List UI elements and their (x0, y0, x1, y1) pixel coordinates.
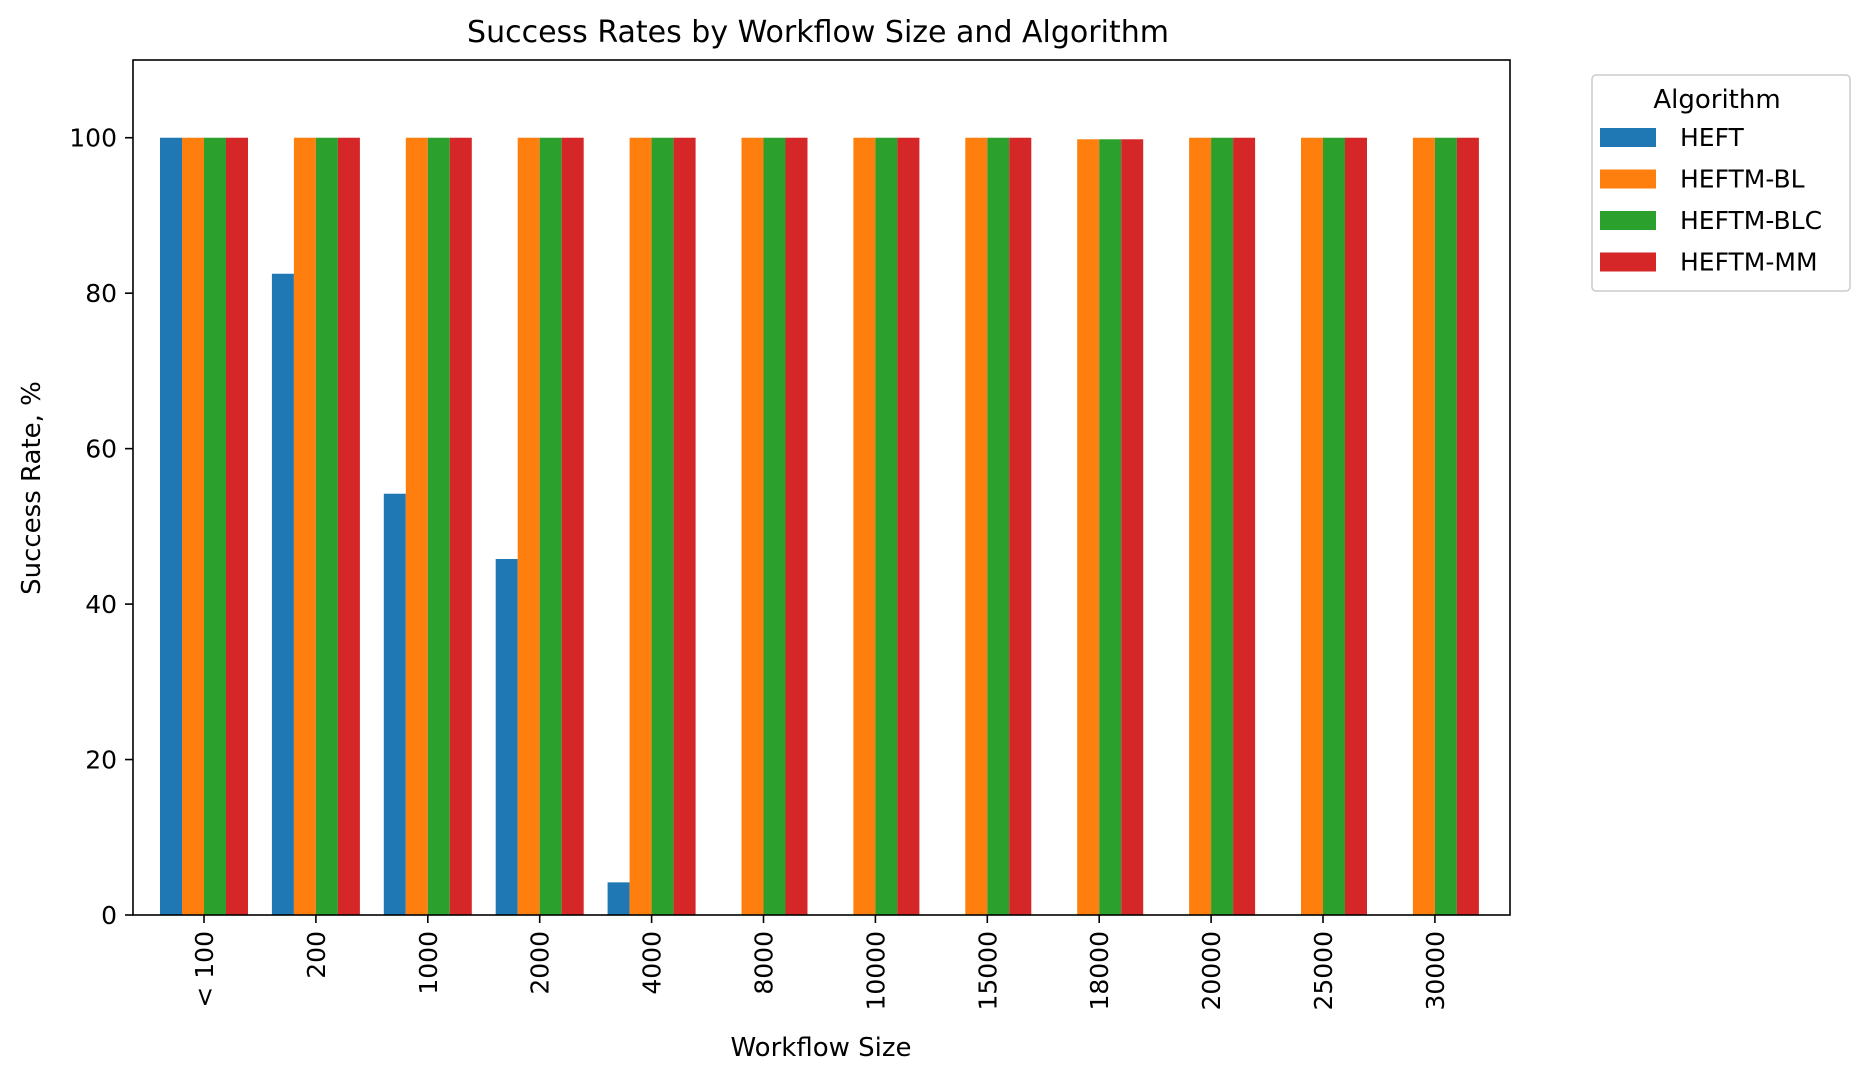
bar-heft-3 (495, 559, 518, 915)
legend: Algorithm HEFT HEFTM-BL HEFTM-BLC HEFTM-MM (1591, 74, 1851, 292)
bar-heftm-bl-4 (629, 137, 652, 916)
bar-heftm-mm-9 (1233, 137, 1256, 916)
bar-heftm-blc-6 (875, 137, 898, 916)
x-axis-label: Workflow Size (730, 1033, 911, 1063)
bar-heftm-blc-10 (1323, 137, 1345, 916)
bar-heftm-bl-9 (1189, 137, 1212, 916)
y-tick-label-2: 40 (85, 590, 117, 619)
x-tick-label-11: 30000 (1421, 931, 1450, 1011)
bar-heftm-mm-0 (226, 137, 248, 916)
y-axis: 0 20 40 60 80 100 (69, 124, 133, 930)
x-tick-label-3: 2000 (526, 931, 555, 995)
legend-title: Algorithm (1653, 85, 1780, 115)
bar-heftm-bl-0 (182, 137, 204, 916)
legend-swatch-heftm-bl (1600, 169, 1656, 189)
bar-heftm-bl-10 (1301, 137, 1323, 916)
bar-heftm-bl-5 (741, 137, 764, 916)
bar-heftm-blc-8 (1099, 139, 1122, 915)
bar-heftm-bl-6 (853, 137, 876, 916)
bar-heftm-bl-7 (965, 137, 988, 916)
y-tick-label-3: 60 (85, 435, 117, 464)
y-tick-label-5: 100 (69, 124, 117, 153)
bar-heftm-blc-9 (1211, 137, 1234, 916)
legend-swatch-heft (1600, 128, 1656, 147)
y-tick-label-4: 80 (85, 279, 117, 308)
bar-heftm-mm-10 (1345, 137, 1367, 916)
bar-heftm-mm-11 (1456, 137, 1479, 916)
bar-heftm-mm-2 (449, 137, 472, 916)
y-tick-label-0: 0 (101, 901, 117, 930)
bar-heftm-bl-3 (517, 137, 540, 916)
x-tick-label-10: 25000 (1309, 931, 1338, 1011)
x-tick-label-8: 18000 (1085, 931, 1114, 1011)
bar-heft-1 (271, 273, 294, 915)
plot-area (160, 137, 1479, 916)
bar-heftm-bl-8 (1077, 139, 1100, 915)
x-tick-label-7: 15000 (973, 931, 1002, 1011)
bar-heftm-blc-2 (427, 137, 450, 916)
x-axis: < 100 200 1000 2000 4000 8000 10000 15000 18000 2… (190, 915, 1450, 1011)
bar-heftm-blc-0 (204, 137, 226, 916)
legend-swatch-heftm-blc (1600, 211, 1656, 230)
bar-heftm-bl-1 (293, 137, 316, 916)
legend-box (1591, 74, 1851, 292)
x-tick-label-5: 8000 (750, 931, 779, 995)
bar-heftm-blc-7 (987, 137, 1010, 916)
bar-heftm-mm-5 (785, 137, 808, 916)
chart-title: Success Rates by Workflow Size and Algor… (467, 15, 1169, 50)
x-tick-label-6: 10000 (861, 931, 890, 1011)
bar-heftm-mm-8 (1121, 139, 1144, 915)
legend-label-heftm-bl: HEFTM-BL (1680, 165, 1805, 194)
bar-heftm-blc-1 (315, 137, 338, 916)
y-axis-label: Success Rate, % (17, 381, 47, 595)
bar-heftm-mm-6 (897, 137, 920, 916)
legend-label-heft: HEFT (1680, 123, 1745, 152)
bar-heft-2 (383, 493, 406, 915)
bar-heftm-mm-4 (673, 137, 696, 916)
bar-heftm-bl-11 (1412, 137, 1435, 916)
bar-heftm-blc-3 (539, 137, 562, 916)
bar-heft-4 (607, 882, 630, 915)
bar-heftm-blc-4 (651, 137, 674, 916)
legend-label-heftm-mm: HEFTM-MM (1680, 248, 1818, 277)
y-tick-label-1: 20 (85, 746, 117, 775)
x-tick-label-0: < 100 (190, 931, 219, 1008)
legend-label-heftm-blc: HEFTM-BLC (1680, 206, 1822, 235)
bar-heftm-mm-3 (561, 137, 584, 916)
bar-heftm-blc-5 (763, 137, 786, 916)
x-tick-label-9: 20000 (1197, 931, 1226, 1011)
x-tick-label-4: 4000 (638, 931, 667, 995)
x-tick-label-1: 200 (302, 931, 331, 979)
bar-heftm-mm-1 (337, 137, 360, 916)
plot-frame (132, 59, 1511, 916)
legend-swatch-heftm-mm (1600, 252, 1656, 272)
x-tick-label-2: 1000 (414, 931, 443, 995)
bar-heftm-mm-7 (1009, 137, 1032, 916)
bar-heftm-bl-2 (405, 137, 428, 916)
bar-heftm-blc-11 (1434, 137, 1457, 916)
bar-heft-0 (160, 137, 182, 916)
